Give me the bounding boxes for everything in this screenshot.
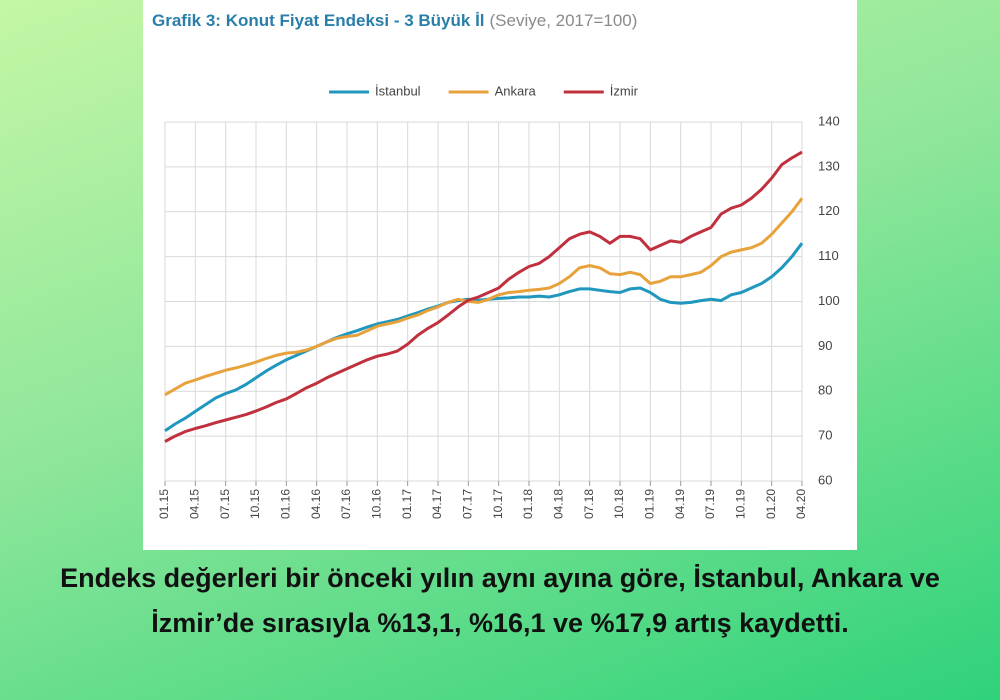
x-tick-label: 04.19 [673, 489, 687, 519]
legend-item: İstanbul [329, 83, 421, 98]
series-line [164, 150, 803, 443]
y-tick-label: 70 [818, 428, 832, 443]
legend-item: İzmir [563, 83, 639, 98]
x-tick-label: 04.18 [552, 489, 566, 519]
x-tick-label: 07.16 [339, 489, 353, 519]
x-tick-label: 01.17 [400, 489, 414, 519]
chart-title: Grafik 3: Konut Fiyat Endeksi - 3 Büyük … [152, 11, 485, 30]
x-tick-label: 07.18 [582, 489, 596, 519]
x-tick-label: 04.20 [794, 489, 808, 519]
y-tick-label: 100 [818, 293, 840, 308]
x-tick-label: 07.15 [218, 489, 232, 519]
x-tick-label: 01.15 [157, 489, 171, 519]
x-tick-label: 10.17 [491, 489, 505, 519]
caption: Endeks değerleri bir önceki yılın aynı a… [60, 563, 940, 638]
y-tick-label: 130 [818, 158, 840, 173]
y-tick-label: 140 [818, 113, 840, 128]
x-tick-label: 04.16 [309, 489, 323, 519]
y-tick-label: 110 [818, 248, 839, 263]
legend-label: Ankara [495, 83, 537, 98]
legend-item: Ankara [448, 83, 537, 98]
x-tick-label: 07.19 [703, 489, 717, 519]
x-tick-label: 10.19 [734, 489, 748, 519]
y-tick-label: 90 [818, 338, 832, 353]
x-tick-label: 10.16 [370, 489, 384, 519]
legend-label: İzmir [610, 83, 639, 98]
x-tick-label: 04.17 [430, 489, 444, 519]
x-tick-label: 10.15 [248, 489, 262, 519]
x-tick-label: 04.15 [188, 489, 202, 519]
y-tick-label: 80 [818, 383, 832, 398]
x-tick-label: 07.17 [461, 489, 475, 519]
series-line [164, 242, 804, 432]
chart: Grafik 3: Konut Fiyat Endeksi - 3 Büyük … [152, 11, 840, 519]
x-tick-label: 01.19 [643, 489, 657, 519]
chart-subtitle: (Seviye, 2017=100) [490, 11, 638, 30]
legend-label: İstanbul [375, 83, 421, 98]
chart-panel [143, 0, 857, 550]
y-tick-label: 120 [818, 203, 840, 218]
chart-heading: Grafik 3: Konut Fiyat Endeksi - 3 Büyük … [152, 11, 637, 30]
x-tick-label: 01.20 [764, 489, 778, 519]
x-tick-label: 01.18 [521, 489, 535, 519]
series-line [164, 197, 804, 397]
x-tick-label: 10.18 [612, 489, 626, 519]
y-tick-label: 60 [818, 472, 832, 487]
x-tick-label: 01.16 [279, 489, 293, 519]
